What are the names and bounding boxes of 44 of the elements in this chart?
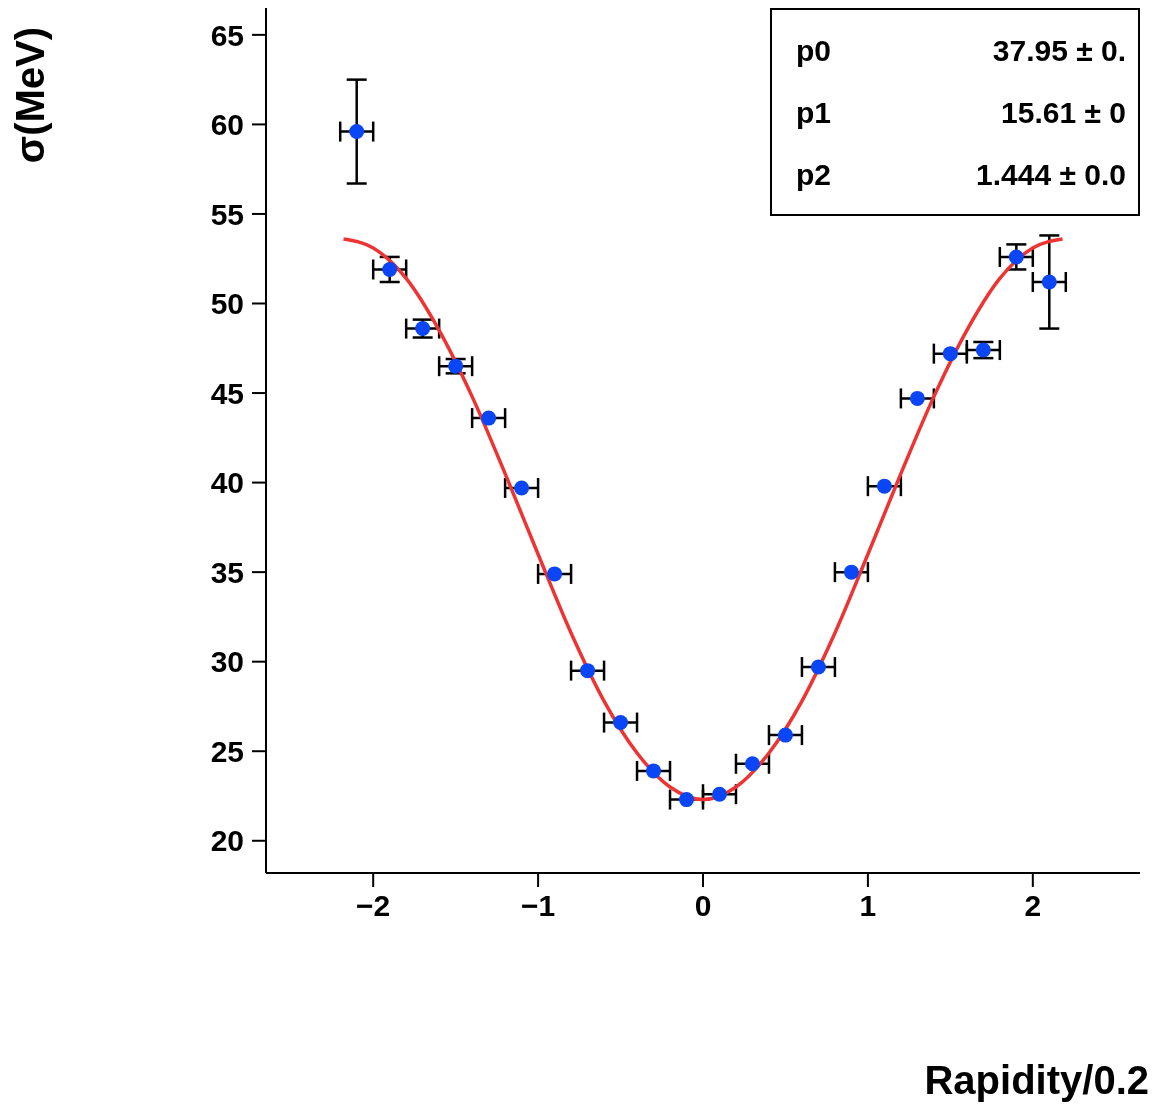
annotation: p2 [796, 158, 832, 192]
point [481, 410, 497, 426]
annotation: 1.444 ± 0.0 [976, 158, 1126, 192]
point [843, 564, 859, 580]
y-tick-label: 35 [210, 555, 244, 589]
point [679, 792, 695, 808]
y-tick-label: 45 [210, 376, 244, 410]
point [810, 659, 826, 675]
x-tick-label: −1 [520, 889, 556, 923]
x-tick-label: 0 [694, 889, 712, 923]
point [349, 124, 365, 140]
point [547, 566, 563, 582]
point [1041, 274, 1057, 290]
y-tick-label: 20 [210, 824, 244, 858]
point [613, 715, 629, 731]
point [942, 346, 958, 362]
y-tick-label: 50 [210, 287, 244, 321]
point [1008, 249, 1024, 265]
x-tick-label: 2 [1024, 889, 1042, 923]
annotation: 37.95 ± 0. [992, 34, 1126, 68]
point [514, 480, 530, 496]
point [711, 786, 727, 802]
point [580, 663, 596, 679]
y-tick-label: 60 [210, 108, 244, 142]
y-tick-label: 25 [210, 734, 244, 768]
annotation: 15.61 ± 0 [1001, 96, 1126, 130]
y-tick-label: 65 [210, 18, 244, 52]
x-tick-label: −2 [356, 889, 391, 923]
x-tick-label: 1 [859, 889, 877, 923]
point [909, 390, 925, 406]
y-tick-label: 55 [210, 197, 244, 231]
x-axis-title: Rapidity/0.2 [924, 1058, 1149, 1103]
point [448, 358, 464, 374]
annotation: p0 [796, 34, 832, 68]
point [876, 478, 892, 494]
annotation: p1 [796, 96, 832, 130]
point [646, 763, 662, 779]
point [382, 261, 398, 277]
y-axis-title: σ(MeV) [7, 26, 53, 164]
point [777, 727, 793, 743]
y-tick-label: 30 [210, 645, 244, 679]
y-tick-label: 40 [210, 466, 244, 500]
point [744, 756, 760, 772]
line-series [341, 237, 1065, 802]
